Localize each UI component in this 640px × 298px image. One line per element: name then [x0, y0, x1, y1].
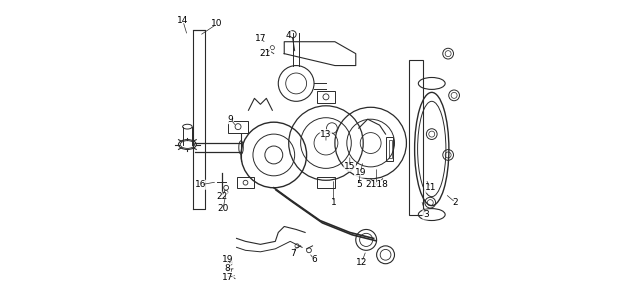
Text: 19: 19 [355, 168, 366, 177]
Text: 4: 4 [286, 31, 292, 40]
Text: 2: 2 [452, 198, 458, 207]
Bar [410, 60, 423, 215]
Text: 17: 17 [255, 34, 266, 43]
Bar [388, 140, 392, 158]
Text: 1: 1 [330, 198, 336, 207]
Bar [228, 121, 248, 133]
Text: 3: 3 [423, 210, 429, 219]
Text: 15: 15 [344, 162, 356, 171]
Text: 6: 6 [311, 255, 317, 264]
Text: 7: 7 [291, 249, 296, 258]
Text: 14: 14 [177, 16, 189, 25]
Text: 11: 11 [424, 183, 436, 192]
Text: 9: 9 [228, 115, 234, 124]
Text: 21: 21 [259, 49, 271, 58]
Bar [237, 177, 255, 188]
Text: 8: 8 [225, 264, 230, 273]
Text: 12: 12 [356, 258, 367, 267]
Bar [385, 137, 393, 161]
Text: 22: 22 [216, 192, 227, 201]
Text: 20: 20 [218, 204, 229, 213]
Text: 5: 5 [356, 180, 362, 189]
Text: 19: 19 [222, 255, 234, 264]
Text: 21: 21 [259, 49, 271, 58]
Text: 17: 17 [222, 273, 234, 282]
Text: 16: 16 [195, 180, 207, 189]
Text: 10: 10 [211, 19, 223, 28]
Text: 13: 13 [320, 130, 332, 139]
Bar [317, 91, 335, 103]
Text: 2118: 2118 [365, 180, 388, 189]
Bar [317, 177, 335, 188]
